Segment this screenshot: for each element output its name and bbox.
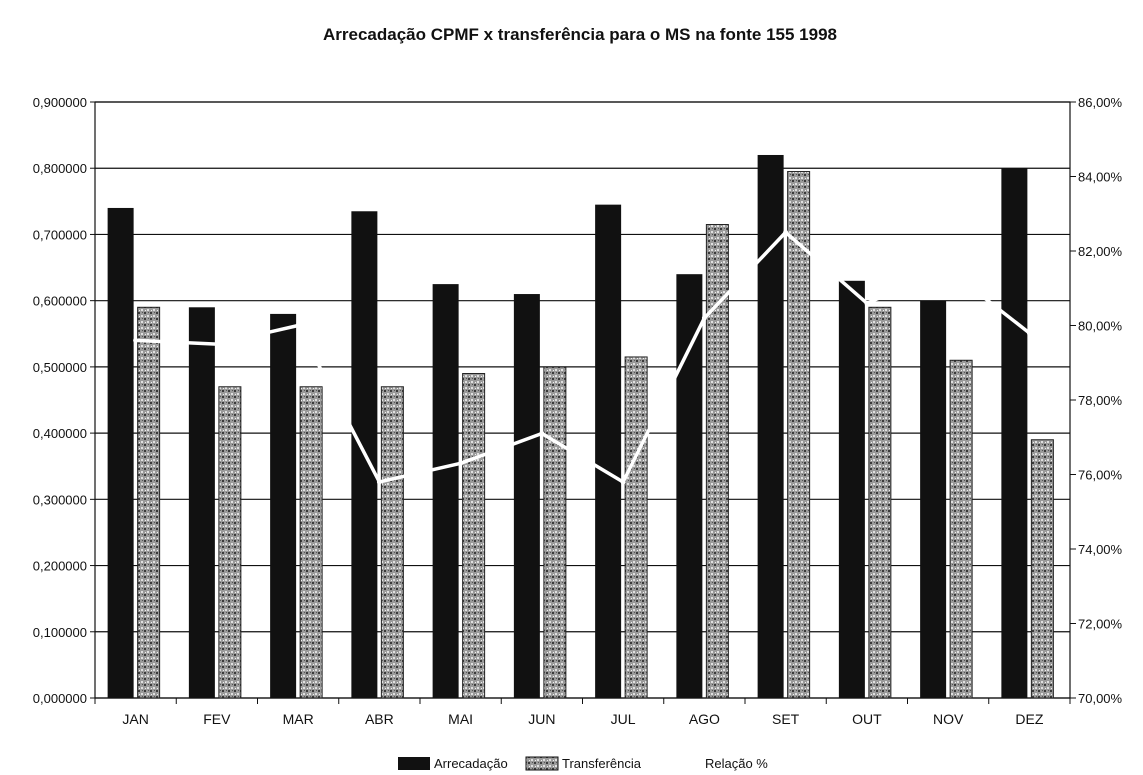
legend: Arrecadação Transferência Relação % bbox=[398, 756, 768, 771]
x-tick-label: JAN bbox=[122, 711, 148, 727]
y-tick-label-right: 78,00% bbox=[1078, 393, 1123, 408]
legend-swatch-transferencia bbox=[525, 756, 559, 771]
x-tick-label: AGO bbox=[689, 711, 720, 727]
y-tick-label-right: 76,00% bbox=[1078, 468, 1123, 483]
y-tick-label-left: 0,900000 bbox=[33, 95, 87, 110]
y-tick-label-left: 0,200000 bbox=[33, 559, 87, 574]
point-relacao bbox=[945, 267, 951, 273]
bar-transferencia bbox=[137, 306, 161, 699]
point-relacao bbox=[458, 460, 464, 466]
bar-arrecadacao bbox=[270, 313, 297, 698]
x-tick-label: OUT bbox=[852, 711, 882, 727]
x-tick-label: JUN bbox=[528, 711, 555, 727]
point-relacao bbox=[620, 479, 626, 485]
bar-transferencia bbox=[462, 373, 486, 699]
bar-arrecadacao bbox=[595, 204, 622, 698]
point-relacao bbox=[214, 341, 220, 347]
bar-transferencia bbox=[299, 386, 323, 699]
x-tick-label: JUL bbox=[611, 711, 636, 727]
x-tick-label: ABR bbox=[365, 711, 394, 727]
x-tick-label: MAR bbox=[283, 711, 314, 727]
point-relacao bbox=[783, 229, 789, 235]
x-tick-label: DEZ bbox=[1015, 711, 1043, 727]
point-relacao bbox=[539, 431, 545, 437]
bar-transferencia bbox=[380, 386, 404, 699]
y-tick-label-right: 86,00% bbox=[1078, 95, 1123, 110]
bar-arrecadacao bbox=[920, 300, 947, 698]
bar-arrecadacao bbox=[1001, 168, 1028, 698]
line-relacao bbox=[135, 230, 1031, 484]
y-tick-label-right: 80,00% bbox=[1078, 319, 1123, 334]
x-tick-label: FEV bbox=[203, 711, 231, 727]
x-tick-label: NOV bbox=[933, 711, 964, 727]
plot-frame bbox=[94, 101, 1071, 699]
y-tick-label-left: 0,600000 bbox=[33, 294, 87, 309]
bar-arrecadacao bbox=[107, 207, 134, 698]
point-relacao bbox=[295, 323, 301, 328]
bar-transferencia bbox=[1030, 439, 1054, 699]
bar-arrecadacao bbox=[513, 294, 540, 698]
plot-area: 0,000000 0,100000 0,200000 0,300000 0,400000… bbox=[33, 95, 1123, 727]
point-relacao bbox=[864, 300, 870, 306]
bar-transferencia bbox=[624, 356, 648, 699]
legend-label-transferencia: Transferência bbox=[562, 756, 642, 771]
point-relacao bbox=[1026, 330, 1032, 336]
y-tick-label-right: 70,00% bbox=[1078, 691, 1123, 706]
legend-swatch-arrecadacao bbox=[398, 757, 430, 770]
bar-arrecadacao bbox=[757, 154, 784, 698]
bar-transferencia bbox=[949, 359, 973, 699]
point-relacao bbox=[133, 337, 139, 343]
y-tick-label-left: 0,300000 bbox=[33, 492, 87, 507]
chart-title: Arrecadação CPMF x transferência para o … bbox=[323, 25, 837, 44]
bar-transferencia bbox=[868, 306, 892, 699]
y-tick-label-right: 82,00% bbox=[1078, 244, 1123, 259]
bar-transferencia bbox=[705, 224, 729, 699]
y-tick-label-left: 0,100000 bbox=[33, 625, 87, 640]
y-tick-label-left: 0,000000 bbox=[33, 691, 87, 706]
bar-transferencia bbox=[218, 386, 242, 699]
y-tick-label-left: 0,500000 bbox=[33, 360, 87, 375]
bar-arrecadacao bbox=[432, 284, 459, 698]
y-tick-label-left: 0,400000 bbox=[33, 426, 87, 441]
point-relacao bbox=[701, 315, 707, 321]
legend-label-relacao: Relação % bbox=[705, 756, 768, 771]
x-tick-label: MAI bbox=[448, 711, 473, 727]
bar-transferencia bbox=[543, 366, 567, 699]
bar-arrecadacao bbox=[838, 280, 865, 698]
bar-arrecadacao bbox=[188, 307, 215, 698]
bar-transferencia bbox=[787, 171, 811, 699]
y-tick-label-left: 0,800000 bbox=[33, 161, 87, 176]
y-tick-label-right: 74,00% bbox=[1078, 542, 1123, 557]
legend-label-arrecadacao: Arrecadação bbox=[434, 756, 508, 771]
y-tick-label-left: 0,700000 bbox=[33, 227, 87, 242]
x-tick-label: SET bbox=[772, 711, 800, 727]
y-tick-label-right: 72,00% bbox=[1078, 617, 1123, 632]
point-relacao bbox=[376, 479, 382, 485]
bar-arrecadacao bbox=[676, 274, 703, 698]
y-tick-label-right: 84,00% bbox=[1078, 170, 1123, 185]
